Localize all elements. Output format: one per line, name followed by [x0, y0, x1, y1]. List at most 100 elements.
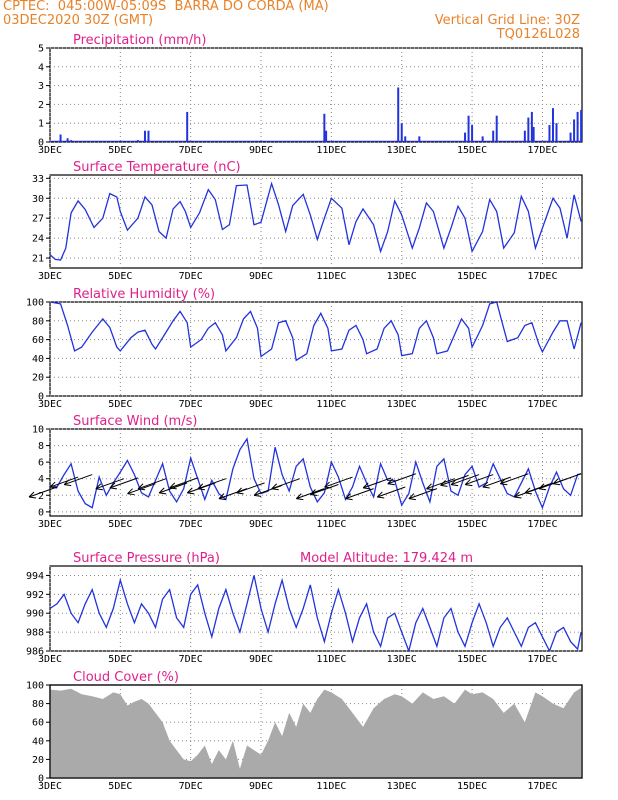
- precip-bar: [471, 125, 474, 142]
- wind-arrow-head: [440, 480, 448, 487]
- x-tick-label: 5DEC: [108, 654, 132, 665]
- panel-4: 3DEC 5DEC 7DEC 9DEC 11DEC 13DEC 15DEC 17DEC 986 9…: [26, 551, 583, 665]
- precip-bar: [143, 130, 146, 142]
- y-tick-label: 80: [32, 699, 44, 710]
- precip-bar: [186, 111, 189, 142]
- wind-arrow: [345, 488, 374, 500]
- x-tick-label: 7DEC: [179, 399, 203, 410]
- panel-frame: [49, 301, 583, 397]
- wind-arrow-head: [387, 478, 395, 486]
- precip-bar: [551, 108, 554, 142]
- precip-bar: [464, 132, 467, 142]
- wind-arrow: [28, 486, 58, 498]
- precip-bar: [147, 130, 150, 142]
- x-tick-label: 7DEC: [179, 145, 203, 156]
- y-tick-label: 40: [32, 736, 44, 747]
- wind-arrow-head: [218, 493, 227, 501]
- wind-arrow: [450, 474, 480, 486]
- wind-arrow-head: [514, 491, 522, 499]
- header-line3-right: TQ0126L028: [496, 27, 580, 42]
- x-tick-label: 13DEC: [387, 781, 417, 792]
- x-tick-label: 13DEC: [387, 654, 417, 665]
- wind-arrow-head: [49, 481, 58, 489]
- wind-arrow: [127, 483, 156, 495]
- precip-bar: [532, 126, 535, 142]
- panel-3: 3DEC 5DEC 7DEC 9DEC 11DEC 13DEC 15DEC 17DEC 0 2 4 6…: [28, 414, 583, 530]
- y-tick-label: 0: [38, 138, 44, 149]
- precip-bar: [59, 134, 62, 142]
- panel-title: Relative Humidity (%): [73, 287, 215, 302]
- x-tick-label: 11DEC: [316, 654, 346, 665]
- wind-arrow: [387, 473, 416, 485]
- panel-0: 3DEC 5DEC 7DEC 9DEC 11DEC 13DEC 15DEC 17DEC 0 1 2 3…: [38, 33, 583, 156]
- y-tick-label: 990: [26, 609, 44, 620]
- wind-arrow-head: [95, 483, 103, 491]
- x-tick-label: 11DEC: [316, 519, 346, 530]
- y-tick-label: 0: [38, 392, 44, 403]
- panel-title: Surface Wind (m/s): [73, 414, 197, 429]
- x-tick-label: 3DEC: [38, 399, 62, 410]
- x-tick-label: 9DEC: [249, 399, 273, 410]
- wind-arrow-head: [362, 482, 371, 490]
- x-tick-label: 5DEC: [108, 781, 132, 792]
- precip-bar: [467, 115, 470, 142]
- wind-arrow: [465, 474, 494, 486]
- wind-arrow: [64, 474, 93, 486]
- x-tick-label: 7DEC: [179, 781, 203, 792]
- y-tick-label: 4: [38, 474, 44, 485]
- wind-arrow-head: [426, 483, 434, 491]
- precip-bar: [576, 111, 579, 142]
- x-tick-label: 3DEC: [38, 145, 62, 156]
- header-line2-left: 03DEC2020 30Z (GMT): [3, 13, 154, 28]
- x-tick-label: 7DEC: [179, 271, 203, 282]
- x-tick-label: 5DEC: [108, 519, 132, 530]
- x-tick-label: 15DEC: [457, 781, 487, 792]
- x-tick-label: 17DEC: [527, 781, 557, 792]
- wind-arrow: [95, 478, 125, 490]
- wind-arrow-head: [158, 487, 167, 495]
- wind-arrow-head: [552, 478, 561, 486]
- y-tick-label: 3: [38, 81, 44, 92]
- x-tick-label: 7DEC: [179, 654, 203, 665]
- wind-arrow-head: [500, 478, 508, 486]
- wind-arrow: [271, 478, 300, 490]
- x-tick-label: 13DEC: [387, 271, 417, 282]
- y-tick-label: 986: [26, 647, 44, 658]
- x-tick-label: 5DEC: [108, 271, 132, 282]
- panel-5: 3DEC 5DEC 7DEC 9DEC 11DEC 13DEC 15DEC 17DEC 0 20 4…: [26, 670, 583, 792]
- wind-arrow-head: [197, 483, 205, 491]
- y-tick-label: 1: [38, 119, 44, 130]
- precip-bar: [397, 87, 400, 142]
- header-line2-right: Vertical Grid Line: 30Z: [434, 13, 580, 28]
- panel-title: Surface Pressure (hPa): [73, 551, 220, 566]
- precip-bar: [404, 136, 407, 142]
- precip-bar: [573, 119, 576, 142]
- wind-arrow-head: [324, 481, 332, 489]
- wind-arrow-head: [482, 481, 490, 489]
- y-tick-label: 4: [38, 62, 44, 73]
- wind-arrow-head: [109, 482, 118, 490]
- panel-frame: [49, 428, 583, 517]
- wind-arrow: [426, 478, 455, 490]
- y-tick-label: 80: [32, 316, 44, 327]
- x-tick-label: 15DEC: [457, 271, 487, 282]
- wind-arrow: [377, 486, 406, 498]
- y-tick-label: 10: [32, 425, 44, 436]
- wind-arrow-head: [408, 493, 416, 501]
- wind-arrow: [169, 477, 198, 489]
- wind-arrow-head: [271, 483, 279, 491]
- precip-bar: [569, 132, 572, 142]
- precip-bar: [325, 130, 328, 142]
- x-tick-label: 17DEC: [527, 271, 557, 282]
- panel-annotation: Model Altitude: 179.424 m: [300, 551, 473, 566]
- x-tick-label: 15DEC: [457, 654, 487, 665]
- x-tick-label: 7DEC: [179, 519, 203, 530]
- x-tick-label: 11DEC: [316, 781, 346, 792]
- x-tick-label: 17DEC: [527, 654, 557, 665]
- wind-arrow: [524, 482, 554, 494]
- x-tick-label: 13DEC: [387, 519, 417, 530]
- precip-bar: [555, 123, 558, 142]
- wind-arrow: [296, 488, 325, 500]
- precip-bar: [548, 125, 551, 142]
